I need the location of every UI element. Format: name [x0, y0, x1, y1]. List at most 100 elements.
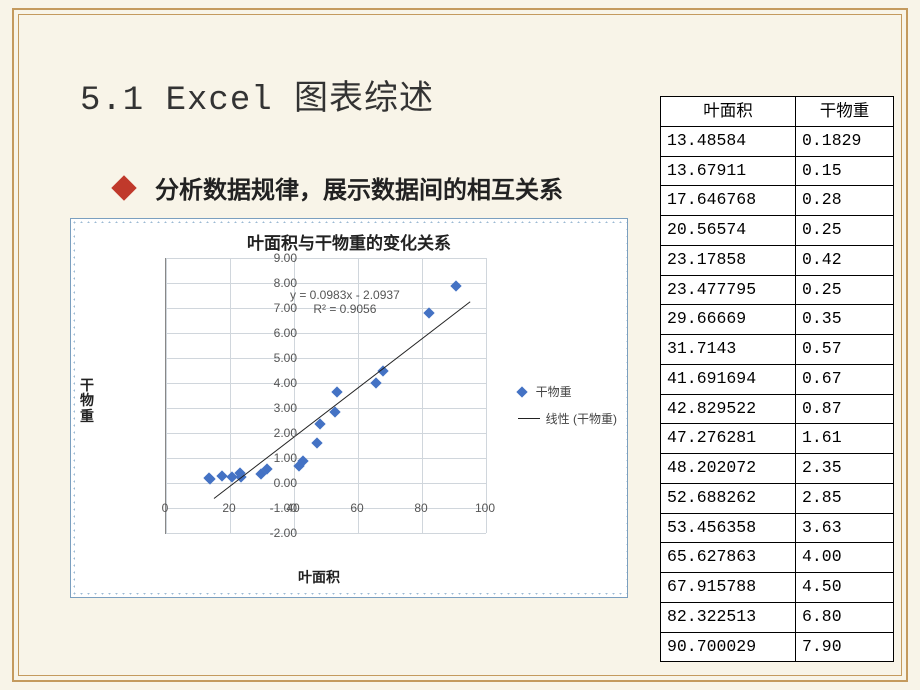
legend-label: 干物重 [536, 383, 572, 400]
legend-label: 线性 (干物重) [546, 410, 617, 427]
table-cell: 0.1829 [796, 126, 894, 156]
legend-item: 干物重 [518, 383, 617, 400]
ytick-label: 0.00 [274, 476, 297, 490]
table-cell: 48.202072 [661, 454, 796, 484]
scatter-point [451, 280, 462, 291]
table-row: 48.2020722.35 [661, 454, 894, 484]
table-row: 17.6467680.28 [661, 186, 894, 216]
table-cell: 3.63 [796, 513, 894, 543]
xtick-label: 80 [414, 501, 427, 515]
table-cell: 0.57 [796, 335, 894, 365]
gridline-v [486, 258, 487, 533]
gridline-h [166, 408, 486, 409]
table-cell: 7.90 [796, 632, 894, 662]
ytick-label: 4.00 [274, 376, 297, 390]
table-cell: 0.28 [796, 186, 894, 216]
table-cell: 53.456358 [661, 513, 796, 543]
gridline-v [230, 258, 231, 533]
table-cell: 41.691694 [661, 364, 796, 394]
xtick-label: 60 [350, 501, 363, 515]
gridline-h [166, 258, 486, 259]
xtick-label: 20 [222, 501, 235, 515]
chart-title: 叶面积与干物重的变化关系 [75, 229, 623, 254]
line-marker-icon [518, 418, 540, 419]
table-cell: 4.00 [796, 543, 894, 573]
table-row: 65.6278634.00 [661, 543, 894, 573]
ytick-label: 9.00 [274, 251, 297, 265]
table-row: 82.3225136.80 [661, 602, 894, 632]
scatter-point [424, 307, 435, 318]
table-cell: 23.17858 [661, 245, 796, 275]
table-header-row: 叶面积 干物重 [661, 97, 894, 127]
table-row: 67.9157884.50 [661, 573, 894, 603]
table-row: 23.4777950.25 [661, 275, 894, 305]
bullet-diamond-icon [111, 175, 136, 200]
table-cell: 0.87 [796, 394, 894, 424]
diamond-marker-icon [516, 386, 527, 397]
bullet-row: 分析数据规律，展示数据间的相互关系 [115, 170, 563, 205]
x-axis-label: 叶面积 [45, 567, 593, 587]
scatter-point [331, 387, 342, 398]
xtick-label: 100 [475, 501, 495, 515]
chart-container: 叶面积与干物重的变化关系 干物重 叶面积 y = 0.0983x - 2.093… [70, 218, 628, 598]
gridline-h [166, 508, 486, 509]
table-cell: 20.56574 [661, 216, 796, 246]
ytick-label: 3.00 [274, 401, 297, 415]
trendline-equation: y = 0.0983x - 2.0937 R² = 0.9056 [290, 288, 400, 316]
table-row: 41.6916940.67 [661, 364, 894, 394]
table-cell: 29.66669 [661, 305, 796, 335]
table-cell: 67.915788 [661, 573, 796, 603]
table-row: 52.6882622.85 [661, 483, 894, 513]
gridline-v [166, 258, 167, 533]
ytick-label: 2.00 [274, 426, 297, 440]
table-row: 23.178580.42 [661, 245, 894, 275]
th-dry-weight: 干物重 [796, 97, 894, 127]
data-table: 叶面积 干物重 13.485840.182913.679110.1517.646… [660, 96, 894, 662]
gridline-h [166, 383, 486, 384]
table-cell: 0.42 [796, 245, 894, 275]
table-row: 90.7000297.90 [661, 632, 894, 662]
table-cell: 47.276281 [661, 424, 796, 454]
ytick-label: 8.00 [274, 276, 297, 290]
table-cell: 6.80 [796, 602, 894, 632]
ytick-label: 7.00 [274, 301, 297, 315]
table-cell: 42.829522 [661, 394, 796, 424]
table-cell: 2.35 [796, 454, 894, 484]
table-row: 13.485840.1829 [661, 126, 894, 156]
th-leaf-area: 叶面积 [661, 97, 796, 127]
table-row: 29.666690.35 [661, 305, 894, 335]
equation-text: y = 0.0983x - 2.0937 [290, 288, 400, 302]
table-row: 20.565740.25 [661, 216, 894, 246]
table-cell: 0.25 [796, 275, 894, 305]
r2-text: R² = 0.9056 [313, 302, 376, 316]
table-cell: 52.688262 [661, 483, 796, 513]
table-cell: 23.477795 [661, 275, 796, 305]
gridline-h [166, 458, 486, 459]
table-row: 47.2762811.61 [661, 424, 894, 454]
table-row: 42.8295220.87 [661, 394, 894, 424]
ytick-label: -2.00 [270, 526, 297, 540]
table-cell: 0.15 [796, 156, 894, 186]
table-cell: 17.646768 [661, 186, 796, 216]
table-row: 53.4563583.63 [661, 513, 894, 543]
table-cell: 82.322513 [661, 602, 796, 632]
trendline [214, 302, 471, 499]
table-cell: 31.7143 [661, 335, 796, 365]
chart-inner: 叶面积与干物重的变化关系 干物重 叶面积 y = 0.0983x - 2.093… [75, 223, 623, 593]
table-cell: 4.50 [796, 573, 894, 603]
table-cell: 2.85 [796, 483, 894, 513]
table-cell: 90.700029 [661, 632, 796, 662]
scatter-point [370, 377, 381, 388]
gridline-h [166, 283, 486, 284]
xtick-label: 0 [162, 501, 169, 515]
gridline-h [166, 433, 486, 434]
table-cell: 0.25 [796, 216, 894, 246]
table-cell: 65.627863 [661, 543, 796, 573]
scatter-point [312, 437, 323, 448]
legend-item: 线性 (干物重) [518, 410, 617, 427]
gridline-h [166, 533, 486, 534]
bullet-text: 分析数据规律，展示数据间的相互关系 [155, 170, 563, 205]
xtick-label: 40 [286, 501, 299, 515]
table-cell: 13.48584 [661, 126, 796, 156]
slide-title: 5.1 Excel 图表综述 [80, 70, 434, 120]
